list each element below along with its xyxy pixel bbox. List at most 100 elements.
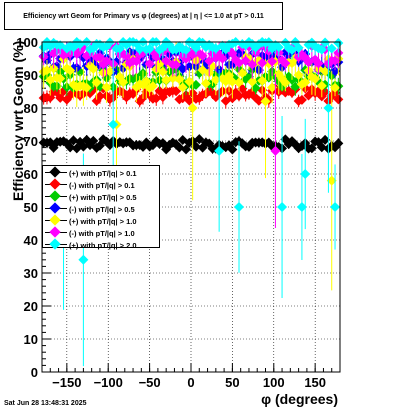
data-point — [144, 43, 155, 54]
data-point — [250, 92, 261, 103]
data-point — [326, 43, 337, 54]
data-point — [320, 134, 331, 145]
legend-label: (+) with pT/|q| > 2.0 — [69, 240, 137, 250]
data-point — [58, 86, 69, 97]
legend-diamond-icon — [49, 166, 61, 178]
y-tick-label: 90 — [24, 68, 38, 83]
data-point — [94, 91, 105, 102]
data-point — [104, 66, 115, 77]
data-point — [267, 56, 278, 67]
data-point — [237, 68, 248, 79]
x-tick-label: −50 — [139, 375, 161, 390]
chart-title: Efficiency wrt Geom for Primary vs φ (de… — [4, 2, 283, 30]
data-point — [320, 66, 331, 77]
legend-label: (+) with pT/|q| > 0.1 — [69, 168, 137, 178]
data-point — [108, 119, 119, 130]
x-tick-label: 150 — [304, 375, 326, 390]
data-point — [207, 61, 218, 72]
data-point — [200, 78, 211, 89]
data-point — [171, 86, 182, 97]
y-tick-label: 0 — [31, 365, 38, 380]
data-point — [310, 73, 321, 84]
legend-marker — [43, 238, 69, 251]
legend-label: (+) with pT/|q| > 0.5 — [69, 192, 137, 202]
x-tick-label: 50 — [225, 375, 239, 390]
data-point — [81, 82, 92, 93]
y-tick-label: 70 — [24, 134, 38, 149]
data-point — [174, 74, 185, 85]
data-point — [330, 55, 341, 66]
data-point — [333, 138, 344, 149]
data-point — [214, 64, 225, 75]
legend-item: (-) with pT/|q| > 0.5 — [43, 202, 159, 215]
data-point — [240, 55, 251, 66]
data-point — [293, 70, 304, 81]
data-point — [296, 202, 307, 212]
data-point — [151, 93, 162, 104]
data-point — [101, 55, 112, 66]
data-point — [253, 95, 264, 106]
data-point — [161, 56, 172, 67]
x-tick-label: −150 — [52, 375, 81, 390]
data-point — [277, 202, 288, 212]
data-point — [184, 76, 195, 87]
legend: (+) with pT/|q| > 0.1 (-) with pT/|q| > … — [42, 165, 160, 251]
legend-marker — [43, 166, 69, 179]
data-point — [323, 103, 334, 113]
data-point — [234, 202, 245, 212]
data-point — [194, 134, 205, 145]
data-point — [65, 142, 76, 153]
y-axis-label: Efficiency wrt Geom (%) — [10, 40, 26, 201]
data-point — [316, 142, 327, 153]
data-point — [280, 77, 291, 88]
y-tick-label: 40 — [24, 233, 38, 248]
data-point — [181, 144, 192, 155]
legend-item: (+) with pT/|q| > 2.0 — [43, 238, 159, 251]
legend-diamond-icon — [49, 238, 61, 250]
data-point — [257, 75, 268, 86]
data-point — [234, 77, 245, 88]
data-point — [68, 135, 79, 146]
data-point — [190, 141, 201, 152]
data-point — [273, 42, 284, 53]
data-point — [270, 145, 281, 156]
y-tick-label: 30 — [24, 266, 38, 281]
data-point — [58, 50, 69, 61]
legend-label: (-) with pT/|q| > 0.5 — [69, 204, 135, 214]
data-point — [210, 74, 221, 85]
data-point — [101, 82, 112, 93]
data-point — [330, 82, 341, 93]
data-point — [181, 45, 192, 56]
data-point — [187, 103, 198, 113]
y-tick-label: 100 — [16, 35, 38, 50]
legend-label: (-) with pT/|q| > 0.1 — [69, 180, 135, 190]
data-point — [94, 52, 105, 63]
data-point — [58, 136, 69, 147]
data-point — [197, 50, 208, 61]
data-point — [171, 59, 182, 70]
data-point — [88, 63, 99, 74]
data-point — [134, 44, 145, 55]
x-tick-label: 100 — [263, 375, 285, 390]
legend-marker — [43, 214, 69, 227]
data-point — [177, 82, 188, 93]
data-point — [217, 53, 228, 64]
data-point — [227, 76, 238, 87]
series-group — [38, 37, 344, 367]
legend-item: (+) with pT/|q| > 0.5 — [43, 190, 159, 203]
legend-marker — [43, 226, 69, 239]
data-point — [326, 175, 337, 186]
data-point — [121, 50, 132, 61]
data-point — [247, 59, 258, 70]
legend-label: (+) with pT/|q| > 1.0 — [69, 216, 137, 226]
data-point — [118, 77, 129, 88]
legend-item: (+) with pT/|q| > 1.0 — [43, 214, 159, 227]
y-tick-label: 50 — [24, 200, 38, 215]
data-point — [300, 77, 311, 88]
data-point — [257, 57, 268, 68]
y-tick-label: 20 — [24, 299, 38, 314]
x-tick-label: −100 — [94, 375, 123, 390]
data-point — [88, 135, 99, 146]
data-point — [55, 73, 66, 84]
